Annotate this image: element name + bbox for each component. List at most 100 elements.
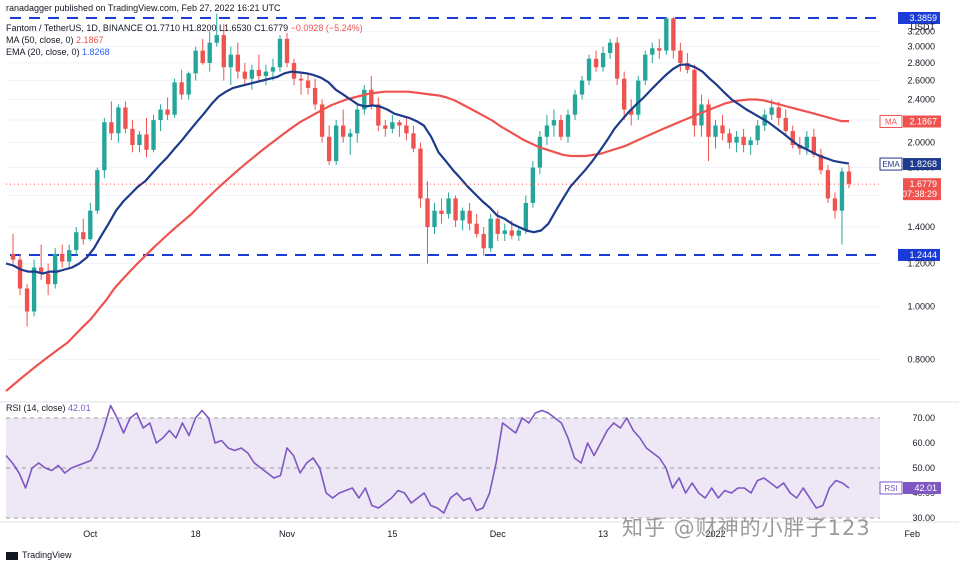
ohlc-high-label: H bbox=[182, 23, 189, 33]
rsi-tag-name-box bbox=[879, 481, 903, 495]
candle-body bbox=[446, 198, 451, 214]
candle-body bbox=[333, 125, 339, 162]
tradingview-brand: TradingView bbox=[22, 550, 72, 560]
candle-body bbox=[74, 232, 79, 251]
candle-body bbox=[165, 109, 170, 115]
rsi-tag-value-box bbox=[903, 481, 941, 494]
price-tick-label: 3.2000 bbox=[907, 26, 935, 36]
candle-body bbox=[411, 133, 416, 149]
ohlc-open: 1.7710 bbox=[152, 23, 180, 33]
time-tick-label: Nov bbox=[279, 529, 296, 539]
time-tick-label: 15 bbox=[387, 529, 397, 539]
candle-body bbox=[657, 48, 662, 51]
tag-name-box bbox=[879, 114, 903, 128]
candle-body bbox=[45, 273, 51, 285]
candles bbox=[10, 13, 852, 327]
candle-body bbox=[783, 117, 788, 132]
time-tick-label: Dec bbox=[490, 529, 507, 539]
rsi-tick-label: 70.00 bbox=[912, 413, 935, 423]
candle-body bbox=[509, 230, 514, 236]
ohlc-open-label: O bbox=[145, 23, 153, 33]
tradingview-logo[interactable]: TradingView bbox=[6, 550, 72, 560]
candle-body bbox=[734, 136, 739, 143]
candle-body bbox=[629, 109, 634, 115]
candle-body bbox=[846, 171, 852, 184]
tag-value-label: 1.6779 bbox=[909, 179, 937, 189]
price-tick-label: 0.8000 bbox=[907, 355, 935, 365]
time-tick-label: 18 bbox=[191, 529, 201, 539]
candle-body bbox=[481, 233, 486, 249]
rsi-legend-label: RSI (14, close) bbox=[6, 403, 66, 413]
symbol-line: Fantom / TetherUS, 1D, BINANCE O1.7710 H… bbox=[6, 23, 363, 34]
candle-body bbox=[52, 253, 58, 285]
candle-body bbox=[305, 80, 311, 88]
candle-body bbox=[123, 107, 128, 129]
candle-body bbox=[811, 136, 817, 155]
ohlc-high: 1.8200 bbox=[188, 23, 217, 33]
candle-body bbox=[193, 50, 198, 74]
candle-body bbox=[319, 104, 325, 137]
candle-body bbox=[151, 120, 156, 150]
candle-body bbox=[713, 125, 718, 137]
rsi-legend-value: 42.01 bbox=[68, 403, 91, 413]
price-tick-label: 3.0000 bbox=[907, 42, 935, 52]
candle-body bbox=[81, 232, 86, 240]
candle-body bbox=[102, 122, 107, 171]
candle-body bbox=[586, 58, 592, 81]
candle-body bbox=[10, 253, 16, 260]
indicator-lines bbox=[5, 63, 880, 392]
ema-legend-value: 1.8268 bbox=[82, 47, 110, 57]
time-tick-label: 2022 bbox=[705, 529, 725, 539]
symbol-title: Fantom / TetherUS, 1D, BINANCE bbox=[6, 23, 143, 33]
candle-body bbox=[516, 230, 521, 236]
candle-body bbox=[650, 48, 655, 55]
candle-body bbox=[706, 104, 711, 137]
tag-name-box bbox=[879, 157, 903, 171]
candle-body bbox=[544, 125, 550, 137]
ma-legend[interactable]: MA (50, close, 0) 2.1867 bbox=[6, 35, 104, 46]
candle-body bbox=[614, 42, 620, 79]
candle-body bbox=[523, 202, 529, 231]
candle-body bbox=[31, 267, 37, 312]
candle-body bbox=[530, 167, 536, 203]
candle-body bbox=[348, 133, 353, 137]
price-tick-label: 2.8000 bbox=[907, 58, 935, 68]
time-tick-label: Oct bbox=[83, 529, 98, 539]
candle-body bbox=[263, 71, 269, 76]
price-tick-label: 1.0000 bbox=[907, 302, 935, 312]
candle-body bbox=[678, 50, 683, 63]
candle-body bbox=[130, 128, 135, 145]
candle-body bbox=[565, 114, 571, 137]
tag-name-label: MA bbox=[885, 117, 898, 126]
candle-body bbox=[144, 134, 149, 150]
candle-body bbox=[186, 73, 191, 95]
rsi-tick-label: 50.00 bbox=[912, 463, 935, 473]
watermark: 知乎 @财神的小胖子123 bbox=[622, 516, 871, 540]
price-tick-label: 2.4000 bbox=[907, 94, 935, 104]
candle-body bbox=[235, 54, 240, 72]
tag-value-label: 1.8268 bbox=[909, 159, 937, 169]
ema-legend[interactable]: EMA (20, close, 0) 1.8268 bbox=[6, 47, 110, 58]
rsi-legend[interactable]: RSI (14, close) 42.01 bbox=[6, 403, 91, 414]
ma50-line bbox=[5, 90, 849, 392]
candle-body bbox=[488, 218, 493, 249]
rsi-tag-value: 42.01 bbox=[914, 483, 937, 493]
candle-body bbox=[825, 170, 831, 199]
candle-body bbox=[312, 87, 318, 105]
ohlc-close-label: C bbox=[254, 23, 261, 33]
candle-body bbox=[214, 35, 219, 43]
candle-body bbox=[467, 210, 472, 224]
candle-body bbox=[727, 133, 732, 143]
ohlc-close: 1.6779 bbox=[260, 23, 289, 33]
candle-body bbox=[818, 154, 824, 171]
candle-body bbox=[790, 131, 795, 145]
candle-body bbox=[95, 170, 100, 211]
level-tag-bg bbox=[898, 248, 940, 261]
candle-body bbox=[383, 125, 388, 129]
price-tick-label: 2.6000 bbox=[907, 76, 935, 86]
candle-body bbox=[277, 38, 283, 68]
candle-body bbox=[453, 198, 458, 221]
candle-body bbox=[404, 125, 409, 134]
candle-body bbox=[158, 109, 163, 121]
